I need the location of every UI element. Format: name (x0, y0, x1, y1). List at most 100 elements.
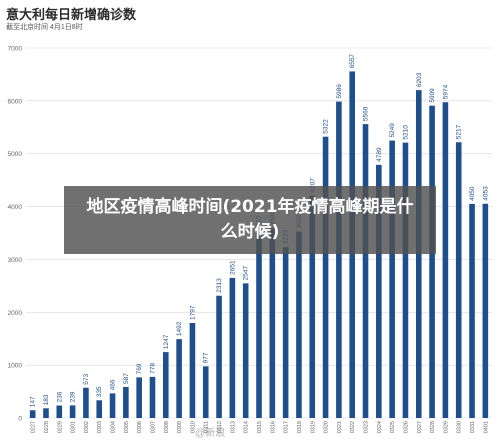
bar (296, 231, 302, 418)
x-tick-label: 0229 (57, 421, 63, 433)
data-label: 1492 (176, 321, 183, 336)
bar (123, 386, 129, 418)
data-label: 573 (83, 373, 90, 384)
data-label: 2547 (243, 266, 250, 281)
data-label: 335 (96, 386, 103, 397)
x-tick-label: 0320 (324, 421, 330, 433)
data-label: 6557 (349, 54, 356, 69)
bar (189, 323, 196, 418)
bar (269, 228, 276, 418)
x-tick-label: 0228 (44, 421, 50, 433)
y-tick-label: 5000 (8, 151, 23, 158)
data-label: 5249 (389, 123, 396, 138)
chart-subtitle: 截至北京时间 4月1日8时 (6, 24, 83, 31)
data-label: 977 (203, 352, 210, 363)
bar (69, 405, 76, 418)
bar (242, 283, 249, 418)
bar (109, 393, 116, 418)
bar (362, 124, 369, 418)
x-tick-label: 0326 (403, 421, 409, 433)
x-tick-label: 0331 (470, 421, 476, 433)
x-tick-label: 0303 (97, 421, 103, 433)
x-tick-label: 0315 (257, 421, 263, 433)
bar (389, 140, 395, 418)
x-tick-label: 0313 (230, 421, 236, 433)
data-label: 5322 (323, 119, 330, 134)
x-tick-label: 0307 (150, 421, 156, 433)
x-tick-label: 0302 (84, 421, 90, 433)
x-tick-label: 0317 (284, 421, 290, 433)
bar (376, 164, 382, 418)
bar (229, 277, 236, 418)
bar (336, 101, 342, 419)
x-tick-label: 0330 (457, 421, 463, 433)
data-label: 183 (43, 394, 50, 405)
data-label: 769 (136, 363, 143, 374)
y-tick-label: 2000 (8, 310, 23, 317)
bar (43, 408, 49, 418)
data-label: 5210 (402, 125, 409, 140)
x-tick-label: 0325 (390, 421, 396, 433)
x-tick-label: 0322 (350, 421, 356, 433)
bar (455, 142, 462, 418)
data-label: 5909 (429, 88, 436, 103)
data-label: 5974 (442, 84, 449, 99)
bar (83, 387, 89, 418)
y-tick-label: 6000 (8, 98, 23, 105)
x-tick-label: 0301 (71, 421, 77, 433)
bar (309, 195, 316, 418)
x-tick-label: 0308 (164, 421, 170, 433)
x-tick-label: 0314 (244, 421, 250, 433)
x-tick-label: 0305 (124, 421, 130, 433)
x-tick-label: 0328 (430, 421, 436, 433)
data-label: 4207 (309, 178, 316, 193)
x-tick-label: 0329 (443, 421, 449, 433)
x-tick-label: 0324 (377, 421, 383, 433)
y-tick-label: 3000 (8, 257, 23, 264)
x-tick-label: 0321 (337, 421, 343, 433)
bar (176, 339, 182, 418)
bar (429, 105, 435, 418)
x-tick-label: 0316 (270, 421, 276, 433)
bar (216, 295, 222, 418)
article-title-text: 地区疫情高峰时间(2021年疫情高峰期是什么时候) (86, 196, 414, 243)
x-tick-label: 0311 (204, 421, 210, 433)
bar (442, 102, 449, 418)
bar (282, 247, 289, 418)
data-label: 4050 (469, 186, 476, 201)
bar (29, 410, 36, 418)
data-label: 2313 (216, 278, 223, 293)
bar (402, 142, 409, 418)
y-tick-label: 4000 (8, 204, 23, 211)
data-label: 778 (149, 363, 156, 374)
data-label: 5560 (363, 106, 370, 121)
x-tick-label: 0309 (177, 421, 183, 433)
data-label: 6203 (416, 72, 423, 87)
x-tick-label: 0323 (364, 421, 370, 433)
bar (415, 90, 422, 419)
x-tick-label: 0227 (31, 421, 37, 433)
data-label: 239 (70, 391, 77, 402)
watermark: @新浪 (195, 428, 226, 439)
data-label: 4789 (376, 147, 383, 162)
data-label: 1797 (189, 305, 196, 320)
x-tick-label: 0327 (417, 421, 423, 433)
data-label: 2651 (229, 260, 236, 275)
bar (96, 400, 103, 418)
bar (149, 376, 156, 418)
x-tick-label: 0319 (310, 421, 316, 433)
y-tick-label: 7000 (8, 46, 23, 53)
bar (56, 405, 63, 418)
data-label: 587 (123, 373, 130, 384)
data-label: 5986 (336, 84, 343, 99)
data-label: 5217 (456, 124, 463, 139)
y-tick-label: 1000 (8, 363, 23, 370)
data-label: 236 (56, 391, 63, 402)
bar (163, 352, 169, 418)
x-tick-label: 0401 (483, 421, 489, 433)
bar (482, 203, 489, 418)
bar (136, 377, 142, 418)
bar (469, 203, 475, 418)
data-label: 466 (110, 379, 117, 390)
